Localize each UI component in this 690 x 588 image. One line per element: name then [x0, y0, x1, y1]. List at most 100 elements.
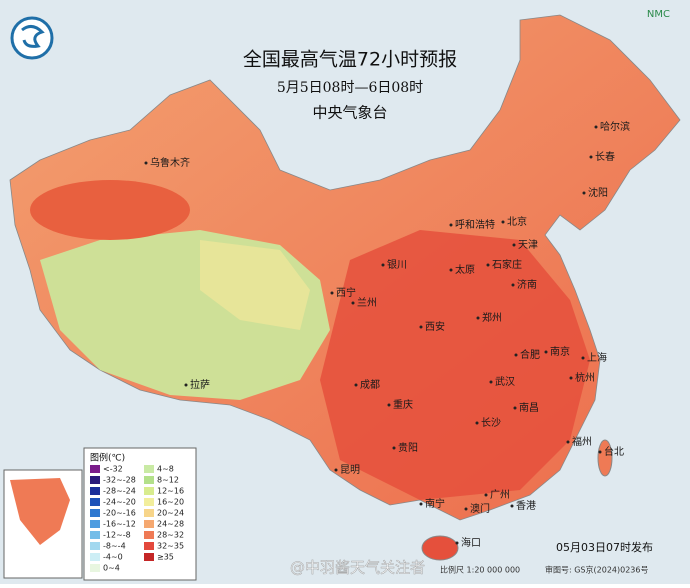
city-label: 武汉 — [495, 375, 515, 388]
city-dot — [334, 468, 338, 472]
legend-swatch — [144, 542, 154, 550]
legend-box — [83, 447, 197, 581]
logo-mark — [21, 25, 45, 48]
city-dot — [486, 263, 490, 267]
city-dot — [392, 446, 396, 450]
legend-label: <-32 — [103, 465, 123, 474]
legend-label: 4~8 — [157, 465, 174, 474]
inset-land — [10, 478, 70, 545]
city-label: 郑州 — [482, 311, 502, 324]
city-label: 成都 — [360, 379, 380, 391]
city-label: 西安 — [425, 320, 445, 333]
legend-swatch — [144, 465, 154, 473]
legend-swatch — [144, 509, 154, 517]
city-label: 南昌 — [519, 401, 539, 414]
legend-swatch — [90, 542, 100, 550]
approval: 审图号: GS京(2024)0236号 — [545, 565, 648, 575]
legend-swatch — [90, 487, 100, 495]
city-dot — [464, 507, 468, 511]
legend-label: 0~4 — [103, 564, 120, 573]
city-label: 沈阳 — [588, 186, 608, 199]
legend-label: 12~16 — [157, 487, 184, 496]
city-dot — [484, 493, 488, 497]
legend-label: ≥35 — [157, 553, 174, 562]
issued: 05月03日07时发布 — [556, 540, 653, 554]
legend-swatch — [90, 564, 100, 572]
hot-zone — [320, 230, 590, 500]
city-label: 哈尔滨 — [600, 120, 630, 133]
city-label: 银川 — [387, 258, 407, 271]
city-dot — [512, 243, 516, 247]
city-label: 南京 — [550, 345, 570, 358]
city-label: 乌鲁木齐 — [150, 156, 190, 169]
city-dot — [381, 263, 385, 267]
city-label: 西宁 — [336, 286, 356, 299]
legend-label: 20~24 — [157, 509, 184, 518]
city-dot — [598, 450, 602, 454]
city-label: 海口 — [461, 536, 481, 549]
legend-label: 8~12 — [157, 476, 179, 485]
city-label: 呼和浩特 — [455, 219, 495, 231]
city-label: 台北 — [604, 445, 624, 458]
city-dot — [419, 325, 423, 329]
city-dot — [581, 356, 585, 360]
legend-label: -24~-20 — [103, 498, 136, 507]
city-label: 澳门 — [470, 502, 490, 515]
city-label: 北京 — [507, 215, 527, 228]
city-dot — [354, 383, 358, 387]
legend-swatch — [144, 531, 154, 539]
legend-swatch — [144, 553, 154, 561]
logo-text: NMC — [647, 9, 670, 20]
legend-swatch — [90, 476, 100, 484]
legend-swatch — [90, 520, 100, 528]
city-dot — [351, 301, 355, 305]
legend-swatch — [144, 520, 154, 528]
legend-label: -8~-4 — [103, 542, 126, 551]
legend-swatch — [90, 509, 100, 517]
city-dot — [475, 421, 479, 425]
city-dot — [184, 383, 188, 387]
legend-label: 32~35 — [157, 542, 184, 551]
legend-label: 28~32 — [157, 531, 184, 540]
basin — [30, 180, 190, 240]
taiwan — [597, 439, 613, 477]
city-dot — [489, 380, 493, 384]
city-label: 合肥 — [520, 348, 540, 361]
city-dot — [449, 268, 453, 272]
city-label: 济南 — [517, 278, 537, 291]
city-label: 杭州 — [575, 371, 595, 384]
city-label: 拉萨 — [190, 378, 210, 391]
city-label: 广州 — [490, 489, 510, 501]
city-label: 天津 — [518, 239, 538, 251]
city-dot — [513, 406, 517, 410]
city-dot — [501, 220, 505, 224]
plateau-mid — [200, 240, 310, 330]
legend-swatch — [90, 498, 100, 506]
city-dot — [566, 440, 570, 444]
city-dot — [594, 125, 598, 129]
legend-swatch — [144, 487, 154, 495]
city-dot — [511, 283, 515, 287]
city-label: 南宁 — [425, 497, 445, 510]
city-label: 上海 — [587, 351, 607, 364]
city-label: 福州 — [572, 435, 592, 448]
legend-swatch — [144, 476, 154, 484]
subtitle: 5月5日08时—6日08时 — [277, 80, 423, 96]
city-dot — [144, 161, 148, 165]
city-dot — [387, 403, 391, 407]
city-label: 太原 — [455, 263, 475, 276]
issuer: 中央气象台 — [312, 104, 387, 122]
legend-label: -16~-12 — [103, 520, 136, 529]
legend-label: 24~28 — [157, 520, 184, 529]
city-label: 重庆 — [393, 398, 413, 411]
legend-label: -20~-16 — [103, 509, 136, 518]
city-label: 香港 — [516, 500, 536, 512]
legend-label: -32~-28 — [103, 476, 136, 485]
city-label: 昆明 — [340, 464, 360, 476]
city-label: 兰州 — [357, 296, 377, 309]
legend-label: -4~0 — [103, 553, 123, 562]
city-dot — [514, 353, 518, 357]
city-dot — [449, 223, 453, 227]
logo — [10, 16, 54, 60]
city-dot — [330, 291, 334, 295]
